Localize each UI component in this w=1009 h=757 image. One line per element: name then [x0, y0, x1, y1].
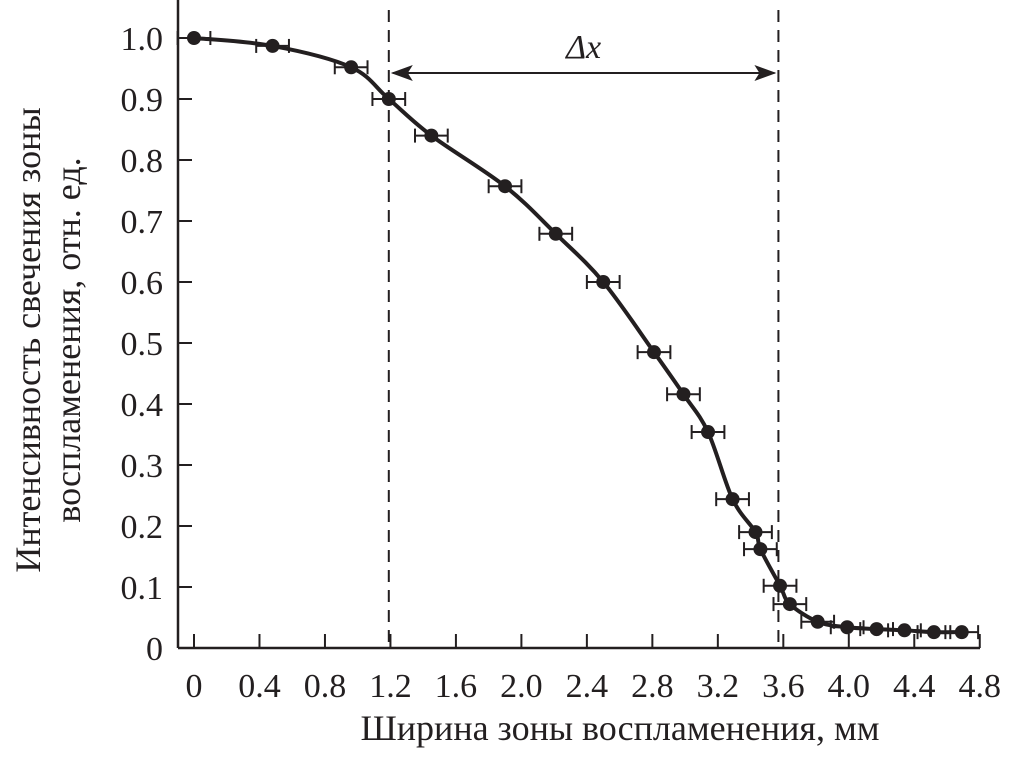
x-tick-label: 2.8 [631, 668, 674, 705]
arrowhead-left-icon [390, 65, 413, 81]
data-point [810, 614, 825, 629]
y-axis-label-line2: воспламенения, отн. ед. [48, 157, 88, 522]
data-point [646, 345, 661, 360]
x-tick-label: 2.0 [500, 668, 543, 705]
data-point [701, 425, 716, 440]
data-point [926, 625, 941, 640]
x-tick-label: 3.2 [697, 668, 740, 705]
delta-x-label: Δx [564, 29, 601, 66]
y-axis-label-line1: Интенсивность свечения зоны [8, 107, 48, 572]
data-point [344, 60, 359, 75]
x-tick-label: 0 [186, 668, 203, 705]
data-point [773, 578, 788, 593]
y-tick-label: 0.1 [121, 570, 164, 607]
x-tick-label: 2.4 [566, 668, 609, 705]
x-tick-label: 0.8 [304, 668, 347, 705]
data-point [753, 542, 768, 557]
data-point [782, 597, 797, 612]
data-point [596, 275, 611, 289]
x-tick-label: 1.6 [435, 668, 478, 705]
data-point [869, 622, 884, 637]
fit-curve [193, 36, 962, 635]
arrowhead-right-icon [754, 65, 777, 81]
data-point [840, 620, 855, 635]
x-tick-label: 3.6 [762, 668, 805, 705]
x-tick-label: 4.4 [893, 668, 936, 705]
y-tick-label: 0.6 [121, 265, 164, 302]
x-tick-label: 4.8 [959, 668, 1002, 705]
x-tick-label: 1.2 [369, 668, 412, 705]
data-point [265, 38, 280, 53]
y-tick-label: 0.2 [121, 509, 164, 546]
y-tick-label: 0.4 [121, 387, 164, 424]
data-point [381, 92, 396, 106]
y-tick-label: 0.9 [121, 82, 164, 119]
y-tick-label: 0.3 [121, 448, 164, 485]
data-point [548, 226, 563, 241]
y-tick-label: 0.5 [121, 326, 164, 363]
data-point [725, 492, 740, 507]
y-tick-label: 0 [146, 631, 163, 668]
data-point [676, 387, 691, 402]
data-point [748, 525, 763, 540]
y-tick-label: 0.7 [121, 204, 164, 241]
x-tick-label: 0.4 [238, 668, 281, 705]
y-tick-label: 1.0 [121, 21, 164, 58]
data-point [954, 625, 969, 640]
x-axis-label: Ширина зоны воспламенения, мм [360, 708, 879, 748]
data-point [897, 623, 912, 638]
data-point [498, 179, 513, 194]
data-point [187, 31, 201, 45]
x-tick-label: 4.0 [828, 668, 871, 705]
y-tick-label: 0.8 [121, 143, 164, 180]
data-point [424, 128, 439, 143]
